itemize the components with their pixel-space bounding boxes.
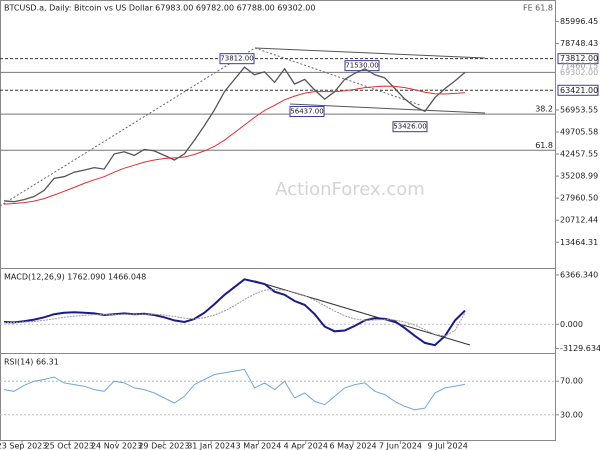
annotation-box xyxy=(392,121,428,133)
y-tick-label: 56953.55 xyxy=(560,105,598,114)
y-tick-label: 78748.43 xyxy=(560,39,598,48)
series-line xyxy=(3,85,466,205)
channel-line xyxy=(289,103,486,114)
annotation-box xyxy=(219,53,255,65)
y-tick-label: 30.00 xyxy=(560,410,583,419)
trend-line xyxy=(0,47,256,207)
x-tick-label: 6 May 2024 xyxy=(330,442,377,450)
y-tick-label: 85996.45 xyxy=(560,17,598,26)
series-line xyxy=(3,288,466,337)
x-tick-label: 23 Sep 2023 xyxy=(0,442,47,450)
panel-title: MACD(12,26,9) 1762.090 1466.048 xyxy=(4,273,146,282)
x-tick-label: 24 Nov 2023 xyxy=(91,442,142,450)
y-tick-label: 70.00 xyxy=(560,377,583,386)
x-tick-label: 3 Mar 2024 xyxy=(236,442,282,450)
watermark: ActionForex.com xyxy=(275,179,425,200)
y-tick-label: 35208.99 xyxy=(560,172,598,181)
panel-title: RSI(14) 66.31 xyxy=(4,358,59,367)
x-tick-label: 25 Oct 2023 xyxy=(45,442,94,450)
ma-label: 71460.15 xyxy=(560,61,598,70)
macd-trend-line xyxy=(254,280,471,346)
annotation: 53426.00 xyxy=(393,123,426,131)
fib-label: FE 61.8 xyxy=(523,4,553,13)
x-tick-label: 9 Jul 2024 xyxy=(428,442,468,450)
annotation-box xyxy=(289,106,325,118)
level-label: 69302.00 xyxy=(560,68,598,77)
price-box xyxy=(557,53,599,65)
level-label: 63421.00 xyxy=(560,86,598,95)
y-tick-label: 6366.340 xyxy=(560,270,598,279)
y-tick-label: 27960.50 xyxy=(560,194,598,203)
level-label: 73812.00 xyxy=(560,54,598,63)
annotation: 56437.00 xyxy=(290,108,323,116)
x-tick-label: 29 Dec 2023 xyxy=(138,442,189,450)
annotation: 73812.00 xyxy=(220,55,253,63)
y-tick-label: 49705.58 xyxy=(560,128,598,137)
series-line xyxy=(3,368,466,411)
y-tick-label: 20712.44 xyxy=(560,216,598,225)
x-tick-label: 31 Jan 2024 xyxy=(187,442,235,450)
series-line xyxy=(3,278,466,347)
y-tick-label: 13464.31 xyxy=(560,238,598,247)
trend-line xyxy=(254,47,421,106)
frame xyxy=(0,0,556,441)
y-tick-label: 42457.55 xyxy=(560,150,598,159)
level-label: 38.2 xyxy=(535,105,553,114)
channel-line xyxy=(254,47,486,59)
y-tick-label: -3129.634 xyxy=(560,344,600,353)
x-tick-label: 7 Jun 2024 xyxy=(379,442,422,450)
level-label: 61.8 xyxy=(535,141,553,150)
price-box xyxy=(557,84,599,96)
series-line xyxy=(3,66,466,203)
chart-title: BTCUSD.a, Daily: Bitcoin vs US Dollar 67… xyxy=(4,4,315,13)
y-tick-label: 0.000 xyxy=(560,320,583,329)
annotation: 71530.00 xyxy=(345,62,378,70)
x-tick-label: 4 Apr 2024 xyxy=(284,442,328,450)
